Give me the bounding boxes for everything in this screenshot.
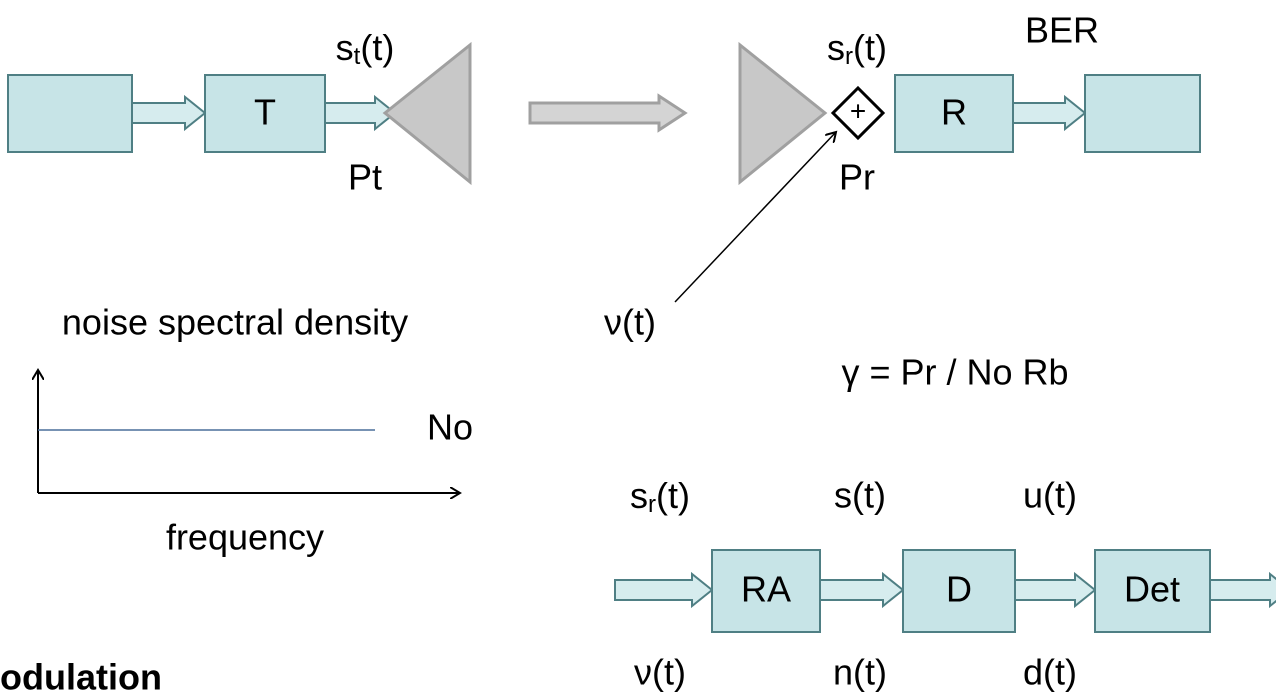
transmitter-block: [204, 74, 326, 153]
noise-density-label: noise spectral density: [62, 302, 408, 343]
block-label: T: [254, 92, 276, 133]
flow-arrow: [1012, 94, 1087, 132]
arrows: [131, 93, 1276, 609]
block-label: Det: [1124, 569, 1180, 610]
no-label: No: [427, 407, 473, 448]
noise-arrow: [674, 132, 836, 303]
flow-arrow: [324, 94, 397, 132]
tx-antenna: [382, 41, 472, 186]
signal-label: st(t): [336, 27, 395, 71]
noise-label: ν(t): [634, 652, 686, 693]
ra-block: [711, 549, 821, 633]
ber-label: BER: [1025, 10, 1099, 51]
snr-label: γ = Pr / No Rb: [841, 352, 1068, 393]
flow-arrow: [528, 93, 688, 133]
flow-arrow: [1209, 571, 1276, 609]
footer-text: odulation: [0, 657, 162, 697]
signal-label: sr(t): [630, 475, 690, 519]
noise-label: ν(t): [604, 302, 656, 343]
adder-label: +: [850, 95, 866, 126]
power-label: Pr: [839, 157, 875, 198]
flow-arrow: [1014, 571, 1097, 609]
frequency-label: frequency: [166, 517, 324, 558]
block-label: RA: [741, 569, 791, 610]
adder: [830, 85, 886, 141]
signal-label: s(t): [834, 475, 886, 516]
noise-label: n(t): [833, 652, 887, 693]
power-label: Pt: [348, 157, 382, 198]
flow-arrow: [131, 94, 207, 132]
block-label: D: [946, 569, 972, 610]
source-block: [7, 74, 133, 153]
noise-label: d(t): [1023, 652, 1077, 693]
receiver-block: [894, 74, 1014, 153]
signal-label: sr(t): [827, 27, 887, 71]
flow-arrow: [819, 571, 905, 609]
sink-block: [1084, 74, 1201, 153]
det-block: [1094, 549, 1211, 633]
rx-antenna: [738, 41, 828, 186]
block-label: R: [941, 92, 967, 133]
flow-arrow: [614, 571, 714, 609]
d-block: [902, 549, 1016, 633]
signal-label: u(t): [1023, 475, 1077, 516]
